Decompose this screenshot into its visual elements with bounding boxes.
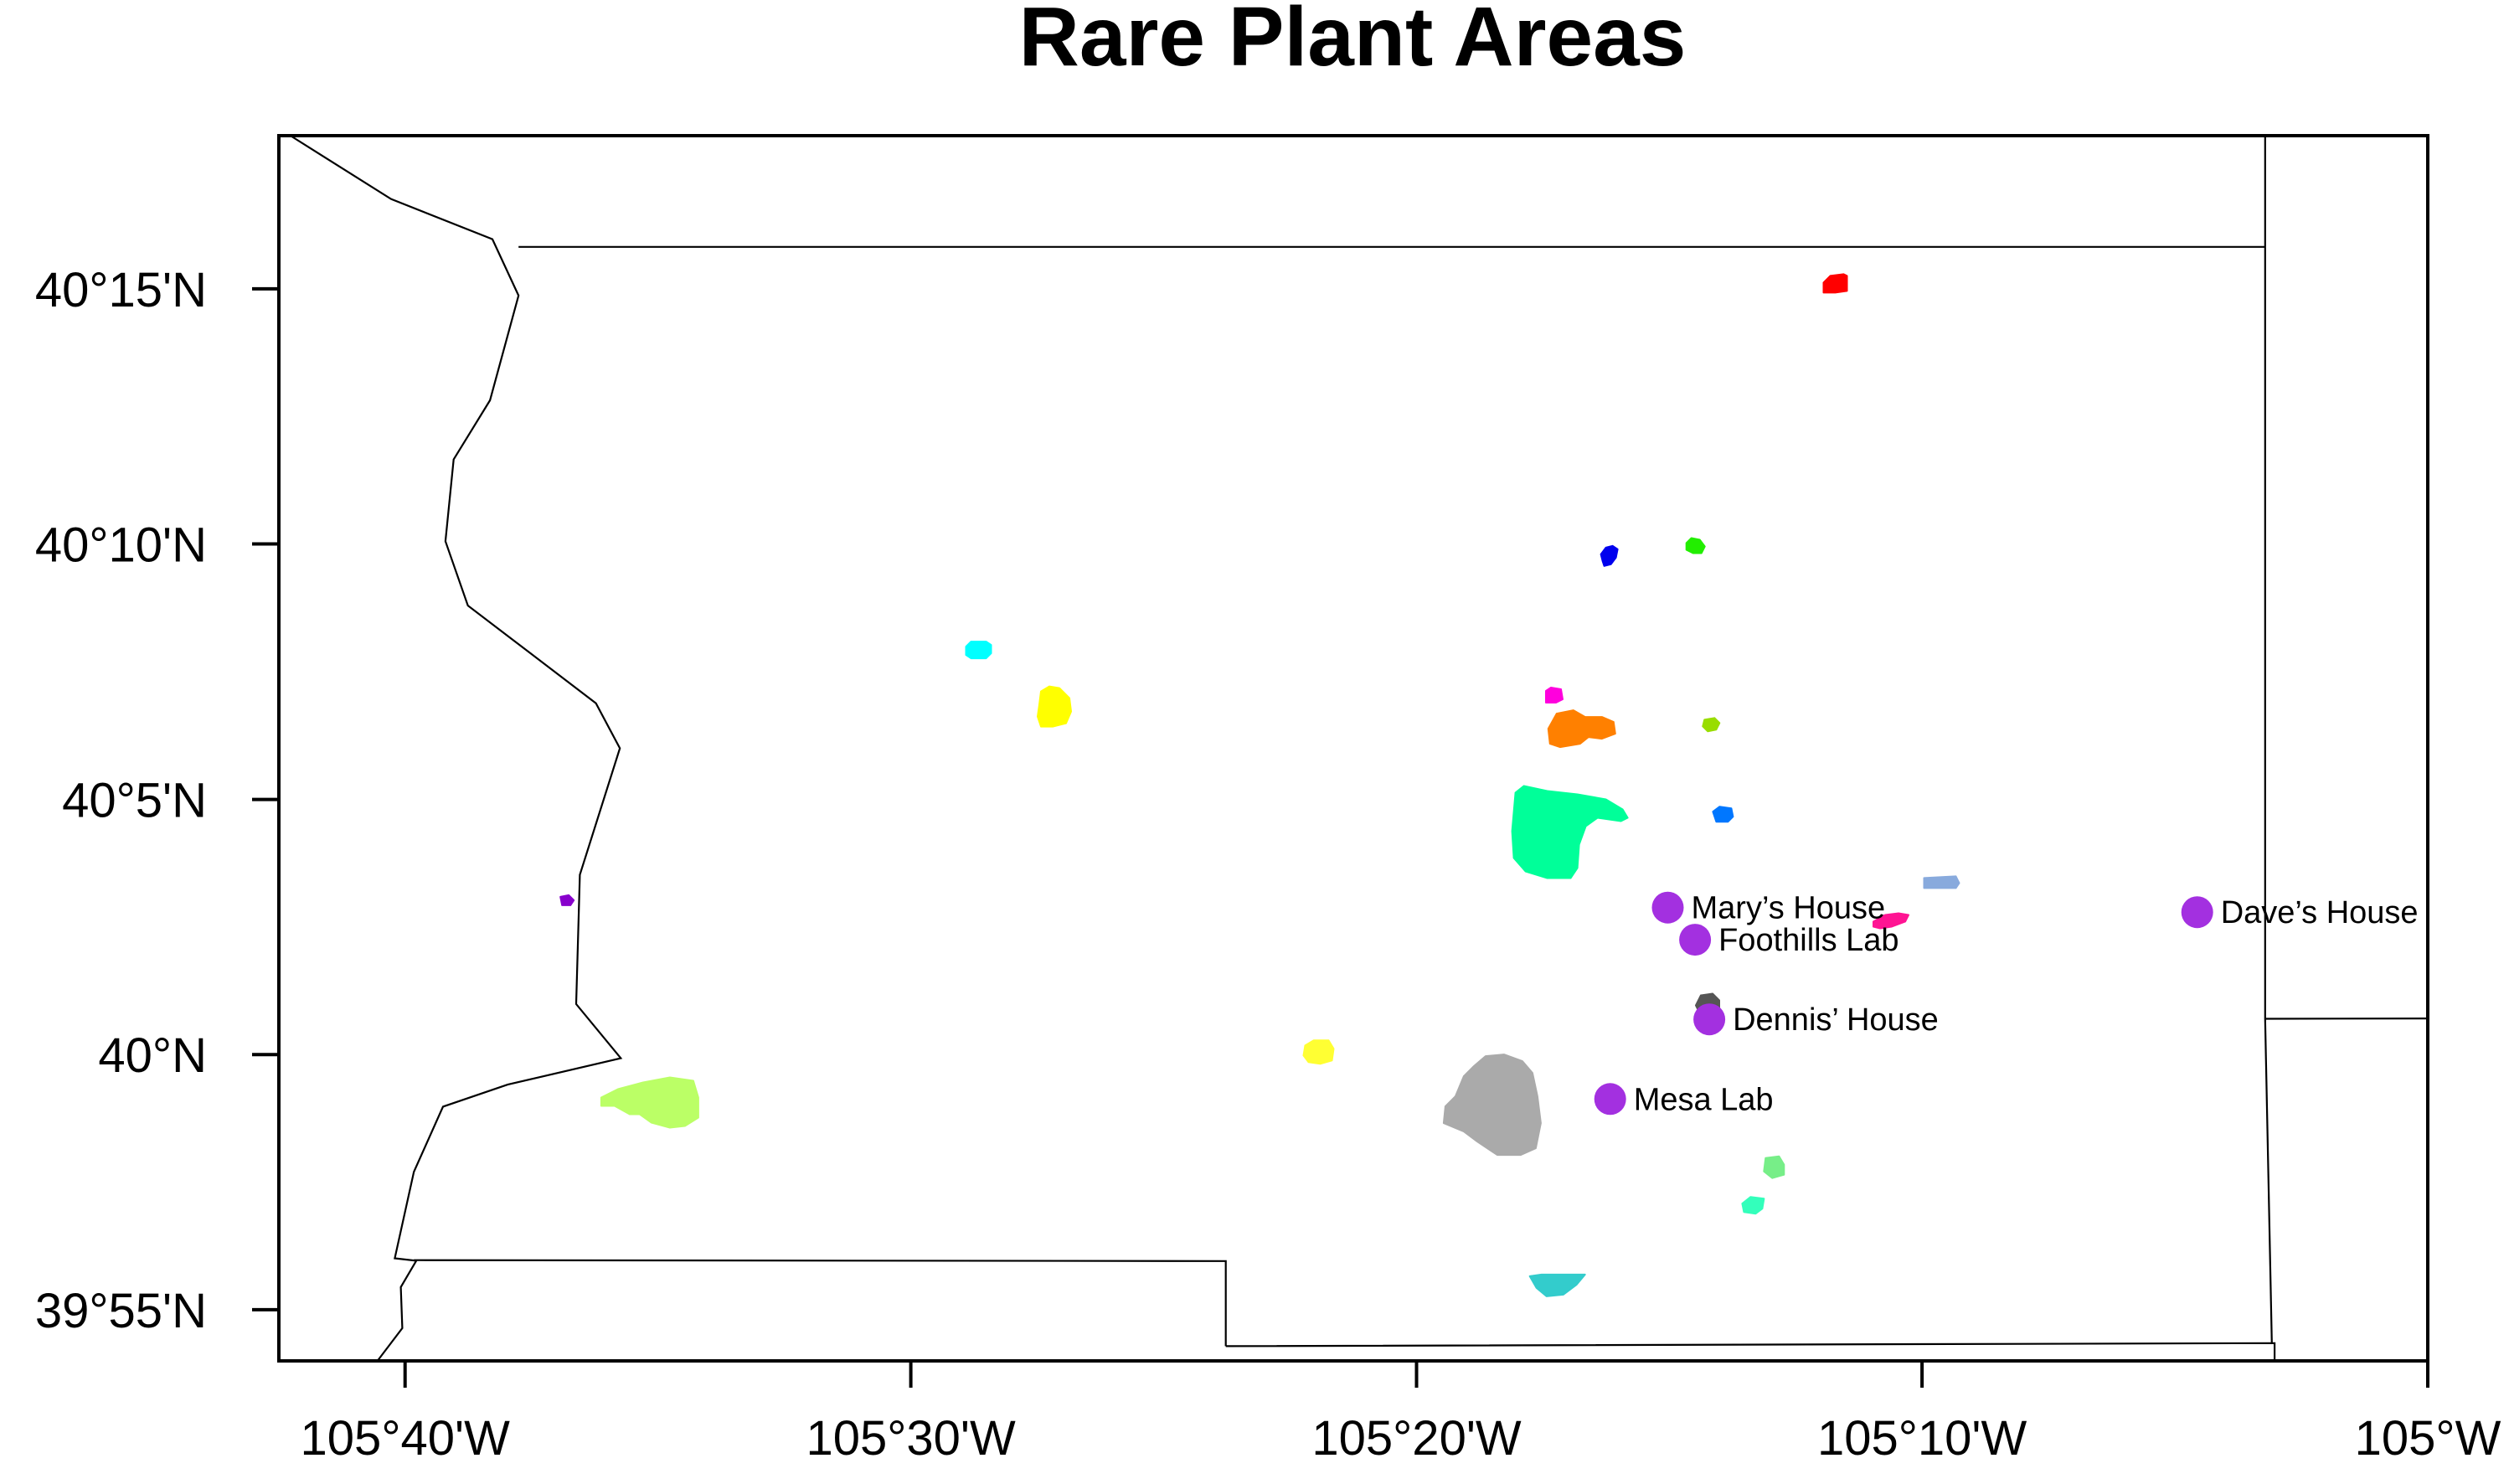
plant-area-deep-pink bbox=[1873, 912, 1909, 930]
boundary-south-east-line bbox=[1225, 1342, 2276, 1361]
y-axis: 40°15'N 40°10'N 40°5'N 40°N 39°55'N bbox=[35, 263, 279, 1338]
site-marker bbox=[1693, 1003, 1726, 1036]
county-boundaries bbox=[290, 135, 2429, 1362]
site-marker bbox=[2181, 896, 2213, 929]
plant-area-cyan bbox=[965, 641, 992, 660]
site-label: Mary’s House bbox=[1692, 891, 1886, 926]
y-tick-label: 40°10'N bbox=[35, 518, 207, 573]
plant-area-azure bbox=[1712, 806, 1734, 823]
plant-area-yellow-north bbox=[1037, 685, 1072, 728]
plant-area-lime-dot bbox=[1702, 717, 1721, 733]
x-tick-label: 105°10'W bbox=[1817, 1411, 2027, 1466]
rare-plant-areas bbox=[559, 273, 1960, 1297]
plant-area-green bbox=[1685, 537, 1706, 554]
map-frame bbox=[277, 134, 2429, 1363]
site-marker bbox=[1679, 924, 1712, 956]
plant-area-blue bbox=[1600, 544, 1619, 567]
x-tick-label: 105°40'W bbox=[301, 1411, 511, 1466]
plant-area-magenta bbox=[1545, 687, 1564, 703]
plant-area-orange bbox=[1547, 709, 1616, 749]
x-tick-label: 105°20'W bbox=[1311, 1411, 1522, 1466]
boundary-east-line-south bbox=[2264, 1018, 2273, 1343]
plant-area-aquamarine bbox=[1741, 1196, 1765, 1215]
y-tick-label: 39°55'N bbox=[35, 1284, 207, 1338]
boundary-south-west-line bbox=[414, 1259, 1227, 1347]
plant-area-light-green bbox=[600, 1076, 699, 1129]
y-tick-label: 40°15'N bbox=[35, 263, 207, 317]
plant-area-spring-green bbox=[1511, 785, 1629, 879]
plant-area-red bbox=[1822, 273, 1848, 294]
site-label: Dave’s House bbox=[2221, 895, 2419, 930]
plant-area-pale-green bbox=[1763, 1155, 1785, 1179]
site-label: Dennis’ House bbox=[1733, 1002, 1939, 1038]
plant-area-teal bbox=[1528, 1273, 1586, 1297]
y-tick-label: 40°N bbox=[98, 1028, 207, 1083]
site-label: Foothills Lab bbox=[1718, 923, 1898, 958]
y-tick-label: 40°5'N bbox=[62, 774, 207, 828]
plant-area-violet-dot bbox=[559, 894, 575, 906]
site-marker bbox=[1594, 1083, 1626, 1116]
site-label: Mesa Lab bbox=[1634, 1082, 1774, 1117]
x-axis: 105°40'W 105°30'W 105°20'W 105°10'W 105°W bbox=[301, 1361, 2501, 1466]
plant-area-steel-blue bbox=[1923, 875, 1960, 889]
plant-area-gray bbox=[1442, 1054, 1542, 1157]
x-tick-label: 105°W bbox=[2355, 1411, 2501, 1466]
x-tick-label: 105°30'W bbox=[806, 1411, 1016, 1466]
site-marker bbox=[1651, 891, 1684, 924]
map-title: Rare Plant Areas bbox=[1019, 0, 1687, 84]
plant-area-yellow-south bbox=[1302, 1039, 1335, 1065]
boundary-west-boundary bbox=[290, 135, 623, 1362]
